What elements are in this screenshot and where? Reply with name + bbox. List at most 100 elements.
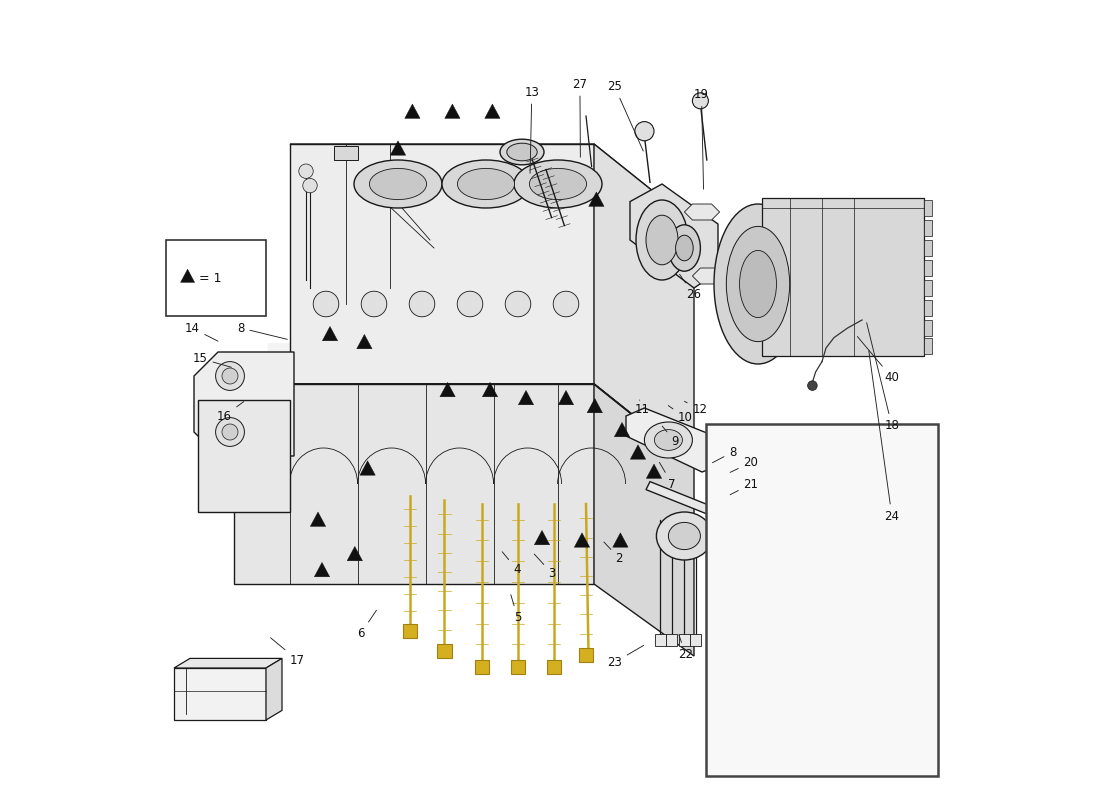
Polygon shape (290, 144, 694, 224)
Circle shape (458, 291, 483, 317)
Polygon shape (614, 422, 629, 437)
Text: 6: 6 (356, 610, 376, 640)
Circle shape (216, 418, 244, 446)
Ellipse shape (726, 226, 790, 342)
Text: 15: 15 (192, 352, 231, 367)
Circle shape (222, 424, 238, 440)
Polygon shape (348, 546, 363, 561)
Polygon shape (198, 400, 290, 512)
FancyBboxPatch shape (924, 200, 933, 216)
FancyBboxPatch shape (666, 634, 678, 646)
Text: 7: 7 (659, 462, 675, 490)
Text: 26: 26 (680, 274, 701, 301)
FancyBboxPatch shape (924, 220, 933, 236)
Circle shape (635, 122, 654, 141)
Ellipse shape (370, 168, 427, 200)
Polygon shape (684, 204, 719, 220)
Text: 13: 13 (525, 86, 539, 174)
Polygon shape (485, 104, 501, 118)
Polygon shape (356, 334, 372, 349)
Polygon shape (360, 461, 375, 475)
Ellipse shape (507, 143, 537, 161)
Circle shape (807, 381, 817, 390)
Ellipse shape (500, 139, 544, 165)
Text: EPC: EPC (255, 339, 525, 461)
Circle shape (409, 291, 434, 317)
Ellipse shape (675, 235, 693, 261)
Text: 3: 3 (535, 554, 556, 580)
Polygon shape (630, 184, 718, 288)
Ellipse shape (442, 160, 530, 208)
FancyBboxPatch shape (706, 424, 938, 776)
Text: 12: 12 (684, 402, 707, 416)
Text: 25: 25 (607, 80, 644, 151)
FancyBboxPatch shape (924, 338, 933, 354)
Text: 5: 5 (510, 594, 521, 624)
Polygon shape (405, 104, 420, 118)
FancyBboxPatch shape (334, 146, 358, 160)
Text: 17: 17 (271, 638, 305, 666)
Text: 8: 8 (236, 322, 287, 339)
Polygon shape (310, 512, 326, 526)
Ellipse shape (669, 522, 701, 550)
Polygon shape (390, 141, 406, 155)
Circle shape (505, 291, 531, 317)
Polygon shape (322, 326, 338, 341)
Ellipse shape (636, 200, 688, 280)
Circle shape (302, 178, 317, 193)
Polygon shape (234, 384, 594, 584)
FancyBboxPatch shape (924, 240, 933, 256)
Text: 18: 18 (867, 322, 900, 432)
FancyBboxPatch shape (924, 260, 933, 276)
Text: = 1: = 1 (199, 271, 221, 285)
FancyBboxPatch shape (547, 660, 561, 674)
Text: 2: 2 (604, 542, 623, 565)
Polygon shape (535, 530, 550, 545)
Polygon shape (647, 464, 662, 478)
Text: 14: 14 (185, 322, 218, 341)
Text: 19: 19 (694, 88, 710, 190)
Ellipse shape (354, 160, 442, 208)
FancyBboxPatch shape (510, 660, 525, 674)
Text: 4: 4 (503, 552, 520, 576)
Polygon shape (630, 445, 646, 459)
Polygon shape (315, 562, 330, 577)
FancyBboxPatch shape (679, 634, 690, 646)
Polygon shape (845, 706, 936, 758)
Polygon shape (613, 533, 628, 547)
Circle shape (222, 368, 238, 384)
Polygon shape (174, 668, 266, 720)
Ellipse shape (514, 160, 602, 208)
Text: 23: 23 (607, 646, 644, 669)
Circle shape (361, 291, 387, 317)
FancyBboxPatch shape (579, 648, 593, 662)
Polygon shape (588, 192, 604, 206)
Polygon shape (626, 408, 725, 472)
Text: 21: 21 (730, 478, 759, 494)
FancyBboxPatch shape (166, 240, 266, 316)
Ellipse shape (458, 168, 515, 200)
Polygon shape (692, 268, 727, 284)
Circle shape (692, 93, 708, 109)
Ellipse shape (657, 512, 713, 560)
Polygon shape (559, 390, 574, 405)
Polygon shape (234, 384, 694, 464)
Text: 16: 16 (217, 402, 244, 422)
FancyBboxPatch shape (654, 634, 666, 646)
Text: a passion for parts since 1965: a passion for parts since 1965 (319, 418, 588, 574)
Circle shape (553, 291, 579, 317)
Ellipse shape (714, 204, 802, 364)
Text: 11: 11 (635, 400, 650, 416)
FancyBboxPatch shape (924, 280, 933, 296)
FancyBboxPatch shape (924, 300, 933, 316)
Polygon shape (444, 104, 460, 118)
Circle shape (216, 362, 244, 390)
Polygon shape (194, 352, 294, 456)
Polygon shape (440, 382, 455, 397)
Polygon shape (518, 390, 534, 405)
Polygon shape (762, 198, 924, 356)
FancyBboxPatch shape (475, 660, 490, 674)
Text: 27: 27 (572, 78, 587, 158)
Text: 20: 20 (730, 456, 759, 473)
Text: 24: 24 (869, 350, 900, 522)
